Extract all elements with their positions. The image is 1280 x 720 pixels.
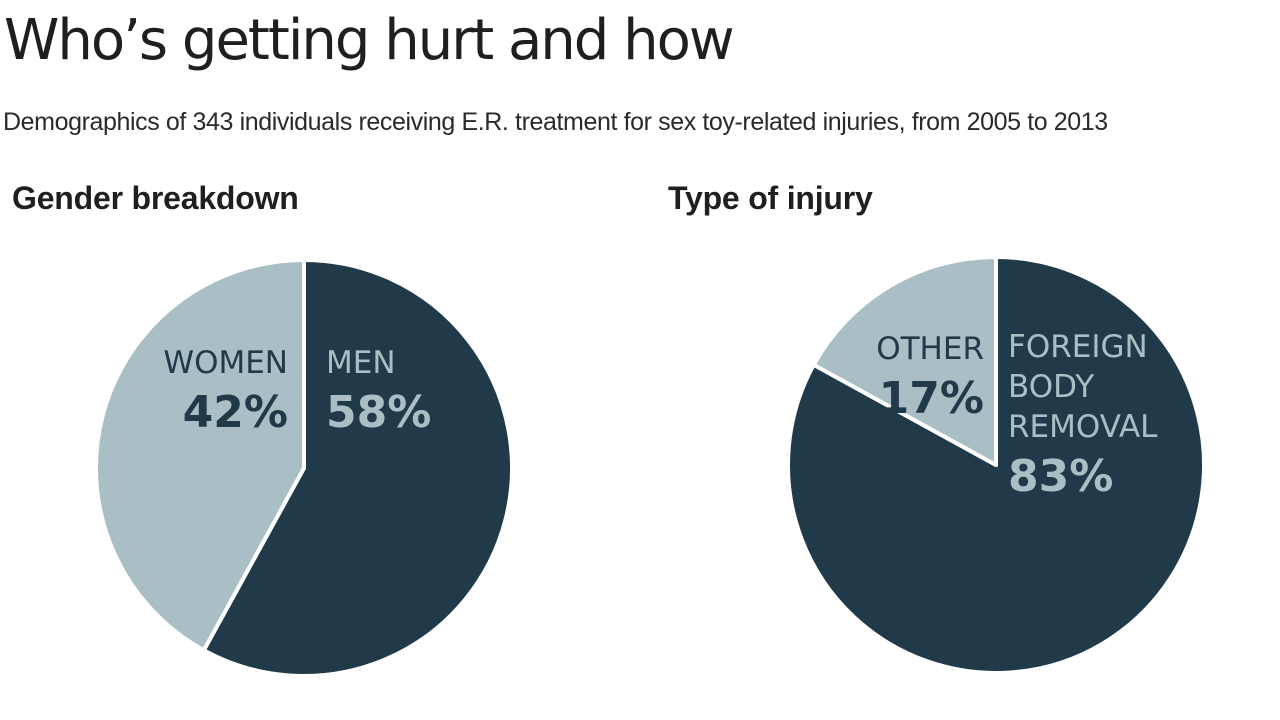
gender-slice-women [94,258,306,653]
injury-label-body: BODY [1008,369,1094,405]
gender-pie-chart: MEN 58% WOMEN 42% [94,258,514,678]
injury-value-foreign-body-removal: 83% [1008,451,1113,502]
injury-pie-chart: FOREIGN BODY REMOVAL 83% OTHER 17% [786,255,1206,675]
chart-title: Who’s getting hurt and how [4,8,735,73]
injury-slice-other [811,255,998,467]
injury-chart-title: Type of injury [668,180,873,216]
gender-value-men: 58% [326,387,431,438]
injury-label-other: OTHER [876,331,984,367]
gender-value-women: 42% [183,387,288,438]
injury-label-removal: REMOVAL [1008,409,1158,445]
gender-label-men: MEN [326,345,396,381]
injury-value-other: 17% [879,373,984,424]
gender-chart-title: Gender breakdown [12,180,299,216]
chart-subtitle: Demographics of 343 individuals receivin… [3,108,1108,136]
gender-label-women: WOMEN [163,345,288,381]
gender-slice-men [201,258,514,678]
injury-label-foreign: FOREIGN [1008,329,1148,365]
